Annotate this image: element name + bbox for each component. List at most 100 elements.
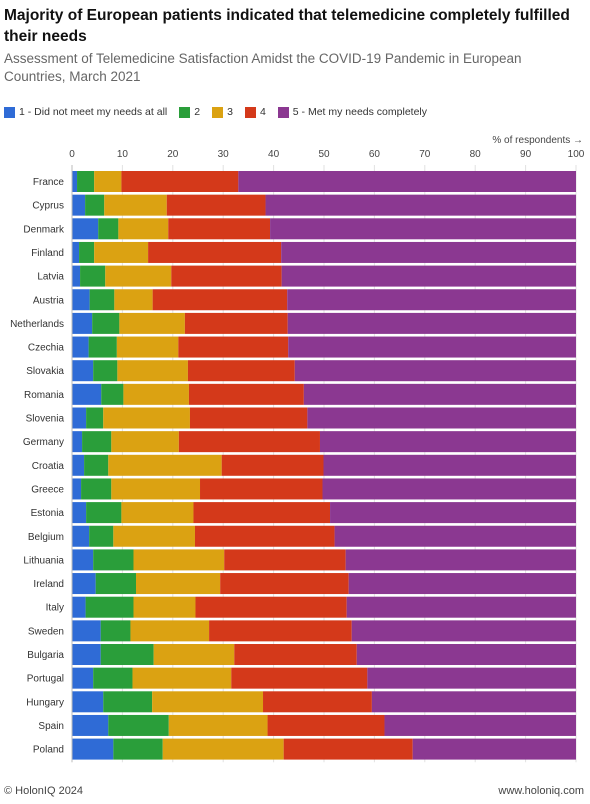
bar-segment [166,194,266,216]
legend-item-5: 5 - Met my needs completely [277,106,427,118]
x-tick-label: 80 [470,149,482,160]
bar-segment [231,667,368,689]
bar-segment [72,218,99,240]
axis-caption: % of respondents → [492,135,583,146]
bar-segment [162,738,284,760]
bar-segment [188,383,304,405]
bar-segment [72,312,93,334]
bar-segment [111,431,179,453]
category-label: Croatia [32,461,65,472]
bar-segment [72,383,102,405]
bar-segment [307,407,576,429]
legend-swatch [179,106,191,118]
bar-segment [346,596,576,618]
bar-segment [72,573,96,595]
bar-segment [100,620,131,642]
bar-segment [184,312,288,334]
bar-segment [152,691,264,713]
bar-segment [85,596,134,618]
bar-segment [72,738,114,760]
copyright-text: © HolonIQ 2024 [4,785,84,797]
legend-swatch [212,106,224,118]
bar-segment [72,241,80,263]
bar-segment [72,620,101,642]
chart-title: Majority of European patients indicated … [4,7,570,45]
bar-segment [72,525,90,547]
bar-segment [287,312,576,334]
category-label: Greece [31,484,64,495]
category-label: Bulgaria [27,650,64,661]
bar-segment [89,525,114,547]
bar-segment [92,312,120,334]
bar-segment [72,667,94,689]
bar-segment [224,549,346,571]
x-tick-label: 20 [167,149,179,160]
bar-segment [72,336,89,358]
bar-segment [103,691,153,713]
category-label: Poland [33,745,64,756]
bar-segment [100,644,154,665]
bar-segment [265,194,576,216]
bar-segment [86,502,122,524]
category-label: Netherlands [10,319,64,330]
category-label: Italy [46,603,64,614]
bar-segment [132,667,232,689]
bar-segment [77,171,95,192]
bar-segment [72,171,78,192]
bar-segment [334,525,576,547]
bar-segment [72,714,109,736]
bar-segment [323,454,576,476]
bar-segment [322,478,576,500]
bar-segment [88,336,117,358]
bar-segment [101,383,124,405]
bar-segment [148,241,282,263]
category-label: France [33,177,65,188]
bar-segment [93,667,133,689]
bar-segment [178,336,289,358]
bar-segment [133,596,196,618]
bar-segment [86,407,104,429]
legend-label: 2 [194,106,201,118]
x-tick-label: 60 [369,149,381,160]
bar-segment [234,644,357,665]
bar-segment [80,265,106,287]
category-label: Latvia [37,272,64,283]
bar-segment [330,502,576,524]
bar-segment [123,383,189,405]
bar-segment [72,691,104,713]
bar-segment [220,573,349,595]
bar-segment [263,691,372,713]
x-tick-label: 100 [568,149,585,160]
bar-segment [98,218,119,240]
legend-item-1: 1 - Did not meet my needs at all [4,106,167,118]
bar-segment [117,360,188,382]
bar-segment [89,289,115,311]
bar-segment [72,194,86,216]
bar-segment [94,171,122,192]
bar-segment [104,194,167,216]
bar-segment [287,289,576,311]
bar-segment [111,478,201,500]
bar-segment [116,336,179,358]
category-label: Cyprus [32,201,64,212]
bar-segment [79,241,95,263]
bar-segment [178,431,320,453]
bar-segment [118,218,169,240]
bar-segment [121,171,239,192]
bar-segment [189,407,308,429]
category-label: Denmark [23,224,65,235]
bar-segment [267,714,385,736]
bar-segment [103,407,190,429]
bar-segment [412,738,576,760]
bar-segment [171,265,282,287]
x-tick-label: 90 [520,149,532,160]
legend-label: 4 [259,106,266,118]
bar-segment [152,289,288,311]
website-link[interactable]: www.holoniq.com [498,785,584,797]
legend-label: 1 - Did not meet my needs at all [19,106,168,118]
bar-segment [168,218,271,240]
bar-segment [72,478,82,500]
bar-segment [72,644,101,665]
bar-segment [153,644,235,665]
bar-segment [121,502,194,524]
